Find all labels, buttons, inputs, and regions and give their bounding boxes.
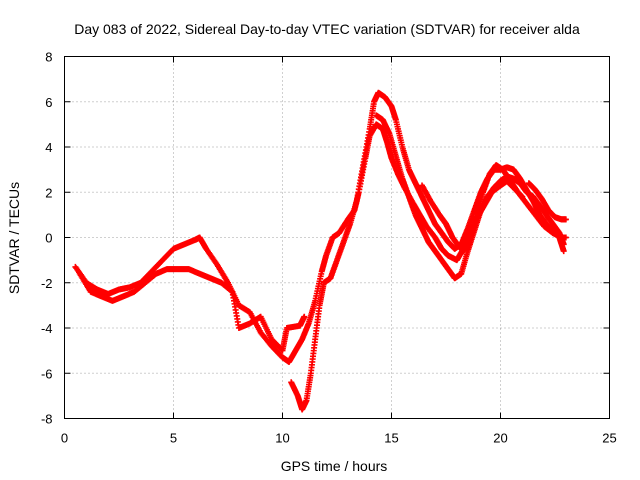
axis-ticks: 0 5 10 15 20 25 -8 -6 -4 -2 0 2 4 6 8: [41, 50, 617, 446]
y-tick-label: -4: [41, 321, 53, 336]
y-tick-label: 6: [45, 95, 52, 110]
data-point: [560, 241, 567, 248]
series-track-2: [76, 266, 308, 354]
series-track-5: [419, 162, 569, 255]
x-tick-label: 5: [170, 431, 177, 446]
y-tick-label: 8: [45, 50, 52, 65]
y-axis-label: SDTVAR / TECUs: [6, 182, 22, 294]
y-tick-label: 2: [45, 185, 52, 200]
data-point: [562, 234, 569, 241]
data-point: [562, 216, 569, 223]
data-point: [560, 248, 567, 255]
chart-title: Day 083 of 2022, Sidereal Day-to-day VTE…: [74, 21, 580, 37]
x-tick-label: 10: [275, 431, 289, 446]
x-axis-label: GPS time / hours: [281, 458, 388, 474]
y-tick-label: -6: [41, 366, 53, 381]
x-tick-label: 0: [61, 431, 68, 446]
series-track-6: [525, 180, 569, 223]
data-point: [301, 313, 308, 320]
x-tick-label: 15: [384, 431, 398, 446]
y-tick-label: -8: [41, 412, 53, 427]
x-tick-label: 25: [602, 431, 616, 446]
y-tick-label: 0: [45, 231, 52, 246]
data-points: [72, 89, 569, 413]
y-tick-label: 4: [45, 140, 52, 155]
y-tick-label: -2: [41, 276, 53, 291]
series-track-4: [373, 112, 567, 282]
x-tick-label: 20: [493, 431, 507, 446]
